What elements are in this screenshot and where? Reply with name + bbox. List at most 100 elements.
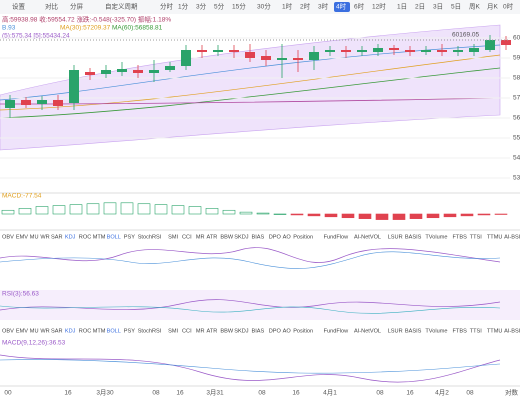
period[interactable]: 1日	[397, 3, 407, 11]
candle-body	[325, 50, 335, 52]
indicator-tab[interactable]: BIAS	[252, 234, 265, 240]
period[interactable]: 2日	[415, 3, 425, 11]
period[interactable]: 1时	[282, 2, 293, 11]
indicator-tab[interactable]: LSUR	[388, 234, 403, 240]
indicator-line	[0, 359, 501, 374]
indicator-tab[interactable]: MTM	[93, 234, 106, 240]
indicator-tab[interactable]: SAR	[51, 234, 63, 240]
indicator-tab[interactable]: AI-BSI	[504, 328, 520, 334]
indicator-tab[interactable]: MR	[196, 234, 205, 240]
ma: MA(60):56858.81	[112, 25, 163, 32]
indicator-tab[interactable]: BASIS	[405, 328, 422, 334]
indicator-tab[interactable]: FTBS	[453, 328, 468, 334]
rsi-label: RSI(3):56.63	[2, 291, 39, 298]
indicator-tab[interactable]: OBV	[2, 234, 14, 240]
indicator-tab[interactable]: ATR	[207, 234, 218, 240]
indicator-tab[interactable]: SMI	[168, 328, 178, 334]
indicator-tab[interactable]: TTSI	[470, 328, 483, 334]
indicator-tab[interactable]: BOLL	[107, 234, 121, 240]
indicator-tab[interactable]: BIAS	[252, 328, 265, 334]
period[interactable]: 2时	[300, 2, 311, 11]
indicator-tab[interactable]: AI-BSI	[504, 234, 520, 240]
candle-body	[101, 70, 111, 74]
indicator-tab[interactable]: CCI	[182, 328, 192, 334]
indicator-tab[interactable]: MU	[30, 234, 39, 240]
indicator-tab[interactable]: SAR	[51, 328, 63, 334]
indicator-tab[interactable]: AI-NetVOL	[354, 234, 381, 240]
indicator-tab[interactable]: StochRSI	[138, 234, 162, 240]
indicator-tab[interactable]: AI-NetVOL	[354, 328, 381, 334]
period[interactable]: 5日	[451, 3, 461, 11]
indicator-tab[interactable]: TVolume	[425, 234, 447, 240]
indicator-tab[interactable]: PSY	[124, 328, 135, 334]
indicator-tab[interactable]: TTMU	[487, 234, 503, 240]
indicator-tab[interactable]: EMV	[16, 328, 28, 334]
ma: MA(30):57209.37	[60, 25, 111, 32]
indicator-tab[interactable]: BASIS	[405, 234, 422, 240]
info: (5):575.34 [5]:55434.24	[2, 33, 70, 40]
candle-body	[277, 58, 287, 60]
split[interactable]: 分屏	[70, 2, 84, 11]
period[interactable]: 3日	[433, 3, 443, 11]
indicator-tab[interactable]: FundFlow	[324, 328, 350, 334]
indicator-tab[interactable]: BBW	[220, 328, 233, 334]
candle-body	[341, 50, 351, 52]
indicator-tab[interactable]: FundFlow	[324, 234, 350, 240]
settings[interactable]: 设置	[12, 2, 26, 11]
indicator-tab[interactable]: ATR	[207, 328, 218, 334]
indicator-tab[interactable]: ROC	[79, 328, 91, 334]
indicator-tab[interactable]: StochRSI	[138, 328, 162, 334]
indicator-tab[interactable]: TTSI	[470, 234, 483, 240]
candle-body	[501, 40, 511, 45]
indicator-tab[interactable]: PSY	[124, 234, 135, 240]
period[interactable]: 30分	[257, 2, 271, 11]
indicator-tab[interactable]: SMI	[168, 234, 178, 240]
indicator-tab[interactable]: Position	[293, 234, 313, 240]
indicator-tab[interactable]: KDJ	[65, 328, 76, 334]
indicator-tab[interactable]: ROC	[79, 234, 91, 240]
indicator-tab[interactable]: LSUR	[388, 328, 403, 334]
indicator-tab[interactable]: OBV	[2, 328, 14, 334]
indicator-tab[interactable]: MU	[30, 328, 39, 334]
period[interactable]: 12时	[372, 2, 386, 11]
candle-body	[357, 50, 367, 52]
candle-body	[117, 69, 127, 72]
indicator-tab[interactable]: TTMU	[487, 328, 503, 334]
macd-bar	[460, 213, 474, 217]
indicator-tab[interactable]: SKDJ	[234, 234, 249, 240]
period[interactable]: 3时	[318, 2, 329, 11]
indicator-tab[interactable]: CCI	[182, 234, 192, 240]
indicator-tab[interactable]: MTM	[93, 328, 106, 334]
macd-bar	[52, 205, 66, 215]
period[interactable]: 6时	[354, 2, 365, 11]
x-tick-label: 4月1	[323, 389, 337, 397]
indicator-tab[interactable]: BBW	[220, 234, 233, 240]
custom-period[interactable]: 自定义周期	[105, 2, 138, 11]
indicator-tab[interactable]: AO	[283, 328, 292, 334]
period[interactable]: 0时	[503, 2, 514, 11]
indicator-tab[interactable]: EMV	[16, 234, 28, 240]
period[interactable]: 4时	[336, 2, 347, 11]
indicator-tab[interactable]: KDJ	[65, 234, 76, 240]
period[interactable]: 1分	[178, 2, 189, 11]
indicator-tab[interactable]: AO	[283, 234, 292, 240]
period[interactable]: 3分	[196, 2, 207, 11]
period[interactable]: 15分	[232, 2, 246, 11]
macd-bar	[137, 203, 151, 215]
indicator-tab[interactable]: MR	[196, 328, 205, 334]
indicator-tab[interactable]: FTBS	[453, 234, 468, 240]
indicator-tab[interactable]: DPO	[269, 328, 282, 334]
indicator-tab[interactable]: Position	[293, 328, 313, 334]
indicator-tab[interactable]: WR	[40, 328, 49, 334]
period[interactable]: 周K	[469, 3, 481, 11]
period[interactable]: 分时	[160, 2, 174, 11]
period[interactable]: 5分	[214, 2, 225, 11]
log-toggle[interactable]: 对数	[505, 388, 519, 397]
period[interactable]: 月K	[487, 3, 499, 11]
indicator-tab[interactable]: TVolume	[425, 328, 447, 334]
indicator-tab[interactable]: DPO	[269, 234, 282, 240]
indicator-tab[interactable]: SKDJ	[234, 328, 249, 334]
indicator-tab[interactable]: BOLL	[107, 328, 121, 334]
indicator-tab[interactable]: WR	[40, 234, 49, 240]
compare[interactable]: 对比	[45, 2, 59, 11]
